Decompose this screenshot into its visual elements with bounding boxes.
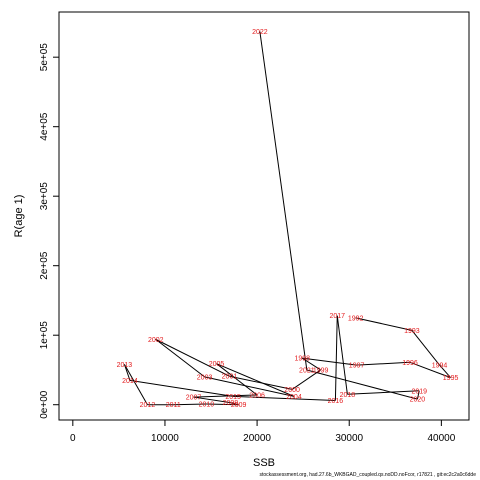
year-label-2011: 2011	[166, 402, 181, 409]
y-tick-label-0e+00: 0e+00	[39, 390, 50, 419]
series-segment-2014-2015	[129, 379, 234, 397]
series-segment-2021-2022	[259, 31, 308, 371]
series-segment-2015-2016	[233, 395, 336, 402]
y-tick-label-3e+05: 3e+05	[39, 182, 50, 211]
year-label-2014: 2014	[122, 378, 138, 385]
series-segment-2006-2007	[193, 394, 258, 398]
series-segment-2016-2017	[334, 315, 338, 401]
series-segment-2018-2019	[347, 390, 420, 395]
year-label-1992: 1992	[348, 315, 364, 322]
series-segment-2012-2013	[123, 364, 148, 405]
y-tick-label-1e+05: 1e+05	[39, 321, 50, 350]
series-segment-1996-1997	[356, 361, 411, 366]
year-label-2022: 2022	[252, 29, 268, 36]
series-segment-1992-1993	[355, 317, 412, 331]
footer-note: stockassessment.org, had.27.6b_WKBGAD_co…	[259, 472, 476, 478]
series-segment-2010-2011	[173, 403, 207, 406]
year-label-2015: 2015	[225, 394, 241, 401]
series-segment-2002-2003	[155, 338, 205, 378]
year-label-2010: 2010	[199, 402, 215, 409]
series-segment-2009-2010	[206, 403, 239, 406]
series-segment-2020-2021	[306, 369, 418, 400]
x-tick-label-40000: 40000	[427, 433, 455, 444]
series-layer	[123, 31, 451, 406]
year-label-1995: 1995	[443, 375, 459, 382]
series-segment-1997-1998	[302, 357, 357, 366]
x-tick-label-0: 0	[70, 433, 76, 444]
year-label-1998: 1998	[294, 356, 310, 363]
y-tick-label-2e+05: 2e+05	[39, 251, 50, 280]
year-label-2019: 2019	[411, 388, 427, 395]
series-segment-2007-2008	[193, 396, 231, 404]
year-label-2005: 2005	[209, 361, 225, 368]
year-label-2007: 2007	[186, 395, 202, 402]
series-segment-2003-2004	[204, 376, 295, 397]
year-label-2004: 2004	[286, 394, 302, 401]
series-segment-1994-1995	[439, 364, 451, 378]
year-label-2017: 2017	[329, 313, 345, 320]
series-segment-2019-2020	[416, 390, 420, 400]
year-label-2013: 2013	[117, 362, 133, 369]
year-label-2003: 2003	[197, 374, 213, 381]
year-label-2006: 2006	[249, 392, 265, 399]
year-label-2000: 2000	[284, 387, 300, 394]
series-segment-1995-1996	[409, 361, 451, 379]
series-segment-2004-2005	[216, 363, 295, 397]
year-label-1994: 1994	[432, 363, 448, 370]
series-segment-1993-1994	[411, 330, 440, 366]
series-segment-2013-2014	[123, 364, 131, 381]
year-label-2020: 2020	[410, 397, 426, 404]
year-label-1993: 1993	[404, 328, 420, 335]
year-label-2016: 2016	[328, 398, 344, 405]
y-axis-title: R(age 1)	[13, 195, 25, 238]
year-label-1999: 1999	[313, 367, 329, 374]
x-tick-label-10000: 10000	[151, 433, 179, 444]
year-label-2009: 2009	[231, 402, 247, 409]
year-label-2008: 2008	[223, 400, 239, 407]
x-tick-label-30000: 30000	[335, 433, 363, 444]
year-label-2018: 2018	[340, 392, 356, 399]
year-label-1996: 1996	[402, 360, 418, 367]
series-segment-2017-2018	[336, 315, 348, 395]
year-label-2002: 2002	[148, 337, 164, 344]
series-segment-2001-2002	[155, 338, 230, 377]
y-axis: 0e+00 1e+05 2e+05 3e+05 4e+05 5e+05	[39, 43, 60, 419]
x-axis-title: SSB	[253, 457, 275, 469]
year-label-2021: 2021	[299, 367, 315, 374]
year-label-1997: 1997	[349, 363, 365, 370]
y-tick-label-4e+05: 4e+05	[39, 112, 50, 141]
series-segment-1999-2000	[291, 369, 321, 390]
year-label-2012: 2012	[140, 402, 156, 409]
year-label-2001: 2001	[222, 374, 238, 381]
series-segment-2005-2006	[216, 363, 258, 396]
y-tick-label-5e+05: 5e+05	[39, 43, 50, 72]
x-tick-label-20000: 20000	[243, 433, 271, 444]
x-axis: 0 10000 20000 30000 40000	[70, 419, 456, 444]
